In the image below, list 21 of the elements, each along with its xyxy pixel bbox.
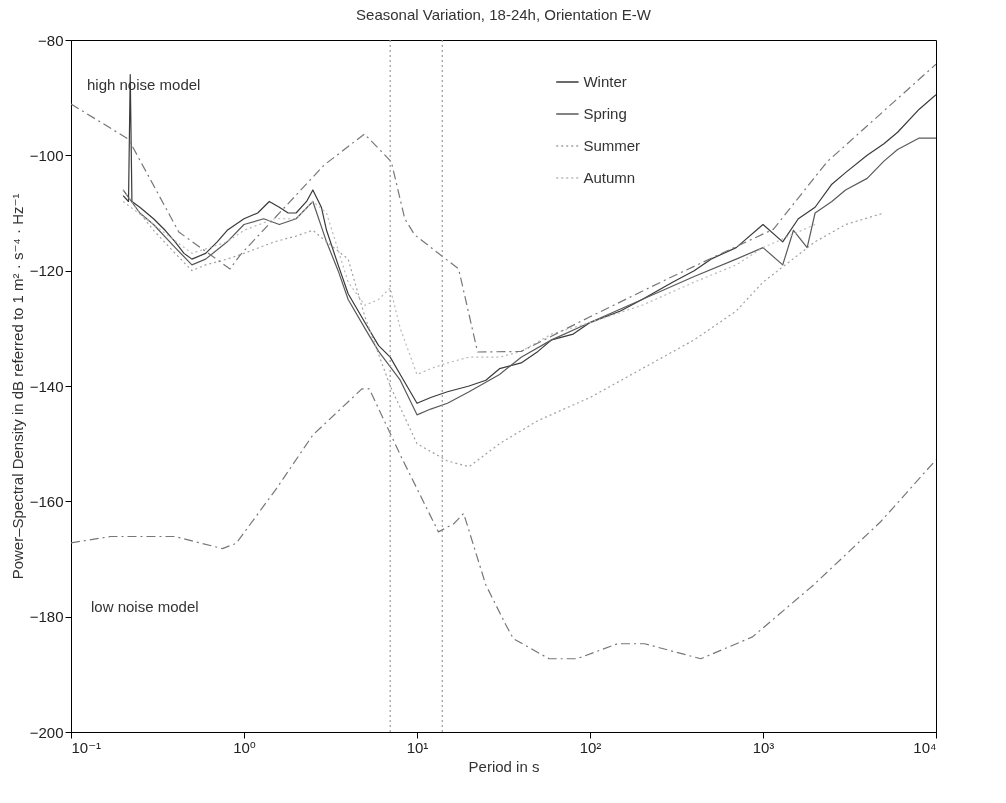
y-tick-label: −200: [29, 723, 64, 741]
x-tick-label: 10¹: [406, 738, 429, 756]
x-tick-label: 10³: [752, 738, 775, 756]
legend-label: Autumn: [583, 169, 636, 186]
legend-label: Summer: [583, 137, 641, 154]
x-tick-label: 10²: [579, 738, 602, 756]
y-tick-label: −80: [38, 31, 64, 49]
x-tick-label: 10⁴: [913, 738, 937, 756]
y-tick-label: −160: [29, 492, 64, 510]
x-tick-label: 10⁻¹: [71, 738, 102, 756]
x-tick-label: 10⁰: [233, 738, 256, 756]
y-tick-label: −100: [29, 146, 64, 164]
legend-label: Winter: [583, 73, 627, 90]
annotation: low noise model: [91, 598, 199, 616]
y-tick-label: −180: [29, 608, 64, 626]
y-tick-label: −140: [29, 377, 64, 395]
y-tick-label: −120: [29, 262, 64, 280]
y-axis-title: Power–Spectral Density in dB referred to 1 m² · s⁻⁴ · Hz⁻¹: [8, 193, 26, 580]
chart-title: Seasonal Variation, 18-24h, Orientation E-W: [356, 6, 652, 23]
legend-label: Spring: [583, 105, 627, 122]
x-axis-title: Period in s: [468, 757, 540, 775]
